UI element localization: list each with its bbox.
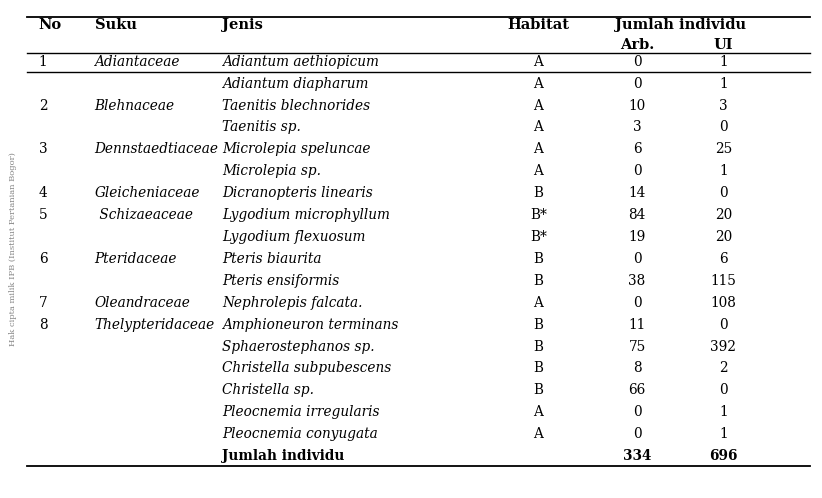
Text: Oleandraceae: Oleandraceae xyxy=(95,296,191,310)
Text: Microlepia sp.: Microlepia sp. xyxy=(222,164,321,178)
Text: 6: 6 xyxy=(39,252,47,266)
Text: 6: 6 xyxy=(633,142,641,156)
Text: 1: 1 xyxy=(719,427,727,441)
Text: UI: UI xyxy=(713,38,733,52)
Text: 66: 66 xyxy=(629,383,645,397)
Text: 6: 6 xyxy=(719,252,727,266)
Text: A: A xyxy=(533,164,543,178)
Text: 7: 7 xyxy=(39,296,47,310)
Text: 0: 0 xyxy=(633,164,641,178)
Text: 25: 25 xyxy=(715,142,732,156)
Text: 11: 11 xyxy=(629,318,645,332)
Text: Christella subpubescens: Christella subpubescens xyxy=(222,362,391,375)
Text: Pteris biaurita: Pteris biaurita xyxy=(222,252,321,266)
Text: 0: 0 xyxy=(633,77,641,91)
Text: Adiantum diapharum: Adiantum diapharum xyxy=(222,77,368,91)
Text: B: B xyxy=(533,274,543,288)
Text: Taenitis blechnorides: Taenitis blechnorides xyxy=(222,99,370,113)
Text: 8: 8 xyxy=(633,362,641,375)
Text: Habitat: Habitat xyxy=(507,18,570,32)
Text: A: A xyxy=(533,405,543,419)
Text: 38: 38 xyxy=(629,274,645,288)
Text: Pleocnemia conyugata: Pleocnemia conyugata xyxy=(222,427,377,441)
Text: 0: 0 xyxy=(633,252,641,266)
Text: 10: 10 xyxy=(629,99,645,113)
Text: 0: 0 xyxy=(633,405,641,419)
Text: 1: 1 xyxy=(719,55,727,69)
Text: 20: 20 xyxy=(715,208,732,222)
Text: Christella sp.: Christella sp. xyxy=(222,383,314,397)
Text: Amphioneuron terminans: Amphioneuron terminans xyxy=(222,318,399,332)
Text: 0: 0 xyxy=(633,296,641,310)
Text: 0: 0 xyxy=(633,55,641,69)
Text: A: A xyxy=(533,99,543,113)
Text: Jumlah individu: Jumlah individu xyxy=(615,18,746,32)
Text: 3: 3 xyxy=(39,142,47,156)
Text: Jumlah individu: Jumlah individu xyxy=(222,449,344,463)
Text: B: B xyxy=(533,318,543,332)
Text: B*: B* xyxy=(530,208,547,222)
Text: 8: 8 xyxy=(39,318,47,332)
Text: Taenitis sp.: Taenitis sp. xyxy=(222,121,301,134)
Text: Hak cipta milik IPB (Institut Pertanian Bogor): Hak cipta milik IPB (Institut Pertanian … xyxy=(9,152,17,346)
Text: A: A xyxy=(533,121,543,134)
Text: Microlepia speluncae: Microlepia speluncae xyxy=(222,142,371,156)
Text: Suku: Suku xyxy=(95,18,136,32)
Text: 334: 334 xyxy=(623,449,651,463)
Text: A: A xyxy=(533,427,543,441)
Text: B: B xyxy=(533,252,543,266)
Text: 115: 115 xyxy=(710,274,737,288)
Text: B: B xyxy=(533,186,543,200)
Text: 19: 19 xyxy=(628,230,646,244)
Text: 696: 696 xyxy=(709,449,737,463)
Text: 1: 1 xyxy=(719,405,727,419)
Text: 84: 84 xyxy=(628,208,646,222)
Text: 108: 108 xyxy=(710,296,737,310)
Text: B: B xyxy=(533,383,543,397)
Text: Adiantum aethiopicum: Adiantum aethiopicum xyxy=(222,55,379,69)
Text: Adiantaceae: Adiantaceae xyxy=(95,55,180,69)
Text: Pteris ensiformis: Pteris ensiformis xyxy=(222,274,339,288)
Text: Lygodium flexuosum: Lygodium flexuosum xyxy=(222,230,365,244)
Text: 0: 0 xyxy=(719,318,727,332)
Text: A: A xyxy=(533,142,543,156)
Text: Lygodium microphyllum: Lygodium microphyllum xyxy=(222,208,390,222)
Text: A: A xyxy=(533,296,543,310)
Text: Schizaeaceae: Schizaeaceae xyxy=(95,208,192,222)
Text: Dicranopteris linearis: Dicranopteris linearis xyxy=(222,186,372,200)
Text: B*: B* xyxy=(530,230,547,244)
Text: 3: 3 xyxy=(633,121,641,134)
Text: 14: 14 xyxy=(628,186,646,200)
Text: No: No xyxy=(39,18,62,32)
Text: 1: 1 xyxy=(719,164,727,178)
Text: Blehnaceae: Blehnaceae xyxy=(95,99,174,113)
Text: 2: 2 xyxy=(719,362,727,375)
Text: Thelypteridaceae: Thelypteridaceae xyxy=(95,318,215,332)
Text: Pteridaceae: Pteridaceae xyxy=(95,252,177,266)
Text: Dennstaedtiaceae: Dennstaedtiaceae xyxy=(95,142,219,156)
Text: Sphaerostephanos sp.: Sphaerostephanos sp. xyxy=(222,340,375,354)
Text: 392: 392 xyxy=(710,340,737,354)
Text: B: B xyxy=(533,340,543,354)
Text: B: B xyxy=(533,362,543,375)
Text: 75: 75 xyxy=(629,340,645,354)
Text: Arb.: Arb. xyxy=(620,38,654,52)
Text: A: A xyxy=(533,55,543,69)
Text: 1: 1 xyxy=(719,77,727,91)
Text: 2: 2 xyxy=(39,99,47,113)
Text: 0: 0 xyxy=(719,186,727,200)
Text: 5: 5 xyxy=(39,208,47,222)
Text: Gleicheniaceae: Gleicheniaceae xyxy=(95,186,200,200)
Text: Pleocnemia irregularis: Pleocnemia irregularis xyxy=(222,405,380,419)
Text: 0: 0 xyxy=(719,121,727,134)
Text: 0: 0 xyxy=(633,427,641,441)
Text: Nephrolepis falcata.: Nephrolepis falcata. xyxy=(222,296,363,310)
Text: A: A xyxy=(533,77,543,91)
Text: 4: 4 xyxy=(39,186,48,200)
Text: 3: 3 xyxy=(719,99,727,113)
Text: 20: 20 xyxy=(715,230,732,244)
Text: 1: 1 xyxy=(39,55,47,69)
Text: Jenis: Jenis xyxy=(222,18,263,32)
Text: 0: 0 xyxy=(719,383,727,397)
